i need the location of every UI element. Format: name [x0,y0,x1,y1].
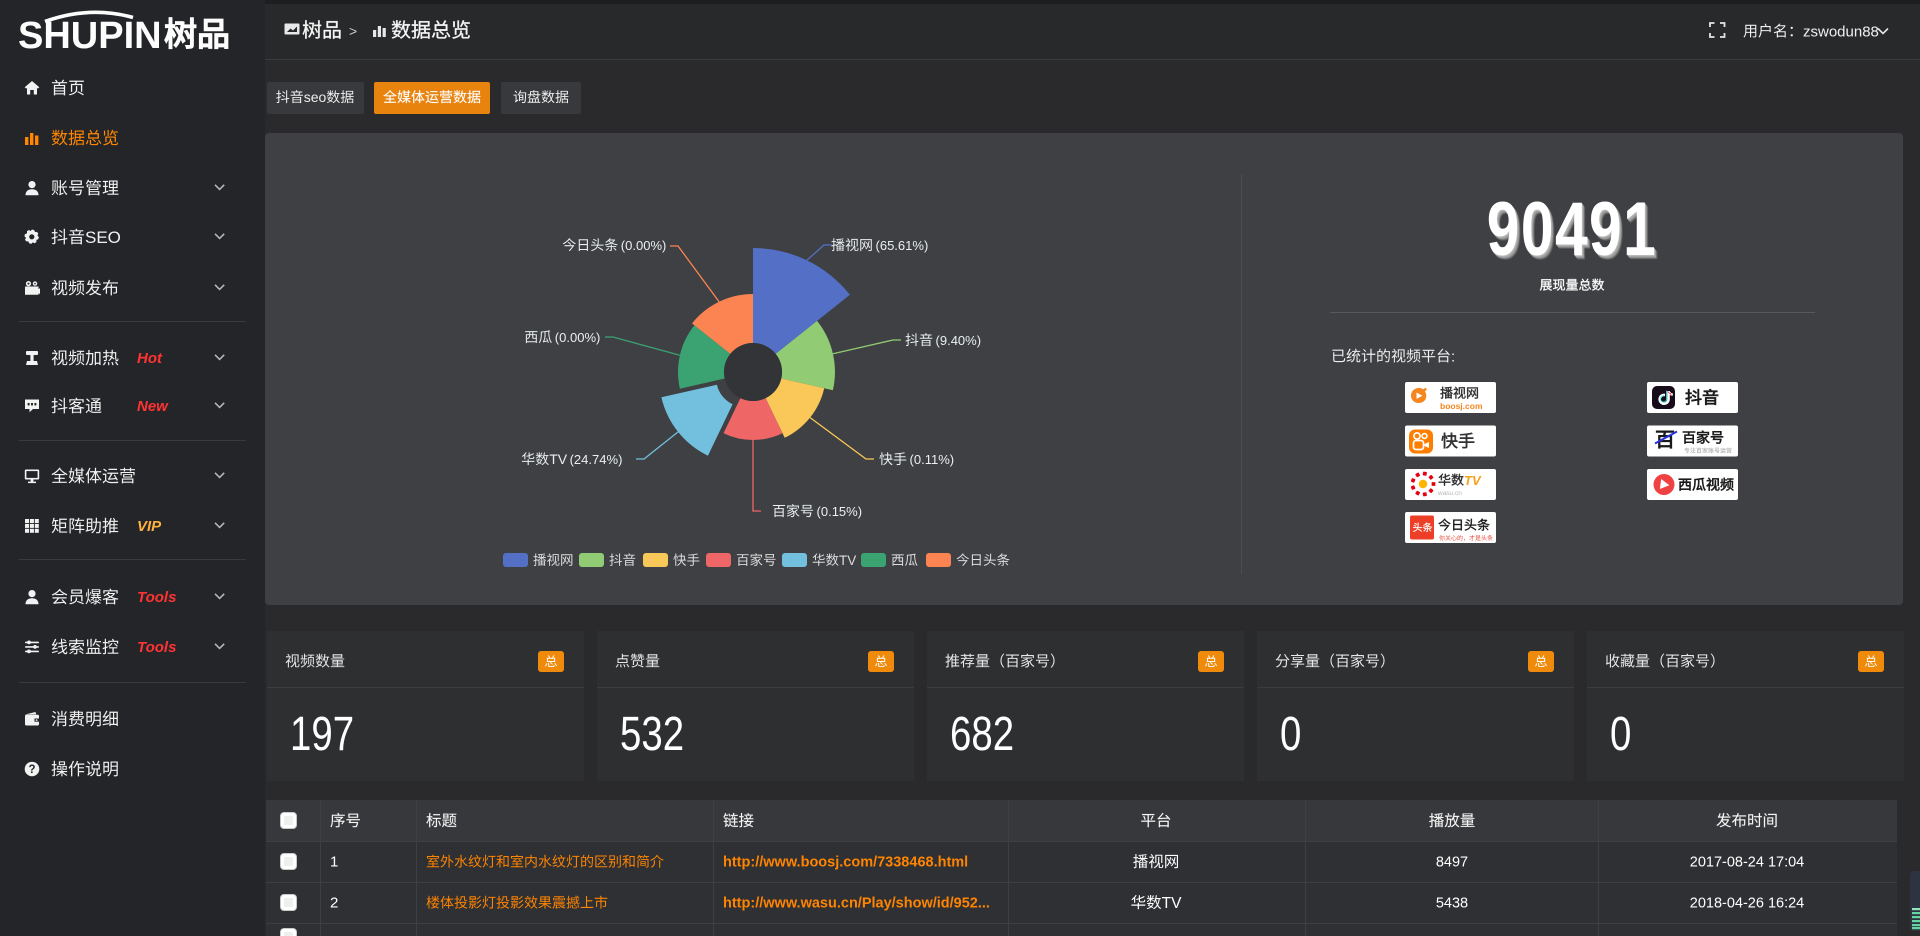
svg-text:SHUPIN: SHUPIN [18,15,162,57]
svg-text:TV: TV [549,451,568,467]
svg-text:(9.40%): (9.40%) [936,333,982,348]
svg-text:5438: 5438 [1436,896,1468,912]
svg-text:(24.74%): (24.74%) [570,452,623,467]
svg-text:?: ? [28,764,35,776]
svg-text:2017-08-24 17:04: 2017-08-24 17:04 [1690,855,1805,871]
svg-text:New: New [137,398,169,415]
svg-text:>: > [349,23,357,39]
svg-text:zswodun88: zswodun88 [1803,23,1879,40]
svg-text:seo: seo [304,89,327,105]
svg-text:(65.61%): (65.61%) [876,238,929,253]
svg-text:197: 197 [290,708,354,761]
svg-text:wasu.cn: wasu.cn [1437,490,1462,497]
svg-text:TV: TV [839,553,856,568]
svg-text:VIP: VIP [137,518,162,535]
svg-text:boosj.com: boosj.com [1440,401,1483,411]
svg-text:0: 0 [1610,708,1631,761]
svg-text:http://www.boosj.com/7338468.h: http://www.boosj.com/7338468.html [723,855,968,871]
svg-text:532: 532 [620,708,684,761]
svg-text:SEO: SEO [85,228,121,247]
svg-text:0: 0 [1280,708,1301,761]
svg-text:(0.15%): (0.15%) [817,504,863,519]
svg-text:2: 2 [330,895,338,912]
svg-text::: : [1451,348,1455,365]
svg-text:TV: TV [1162,895,1182,912]
svg-text:(0.00%): (0.00%) [621,238,667,253]
svg-text:Tools: Tools [137,589,176,606]
svg-text:http://www.wasu.cn/Play/show/i: http://www.wasu.cn/Play/show/id/952... [723,896,990,912]
svg-text:TV: TV [1464,473,1482,488]
svg-text:2018-04-26 16:24: 2018-04-26 16:24 [1690,896,1805,912]
svg-text:(0.11%): (0.11%) [910,452,955,467]
svg-text:1: 1 [330,854,338,871]
svg-text:8497: 8497 [1436,855,1468,871]
svg-text:682: 682 [950,708,1014,761]
svg-text:Tools: Tools [137,639,176,656]
svg-text:(0.00%): (0.00%) [555,330,601,345]
svg-text:Hot: Hot [137,350,163,367]
